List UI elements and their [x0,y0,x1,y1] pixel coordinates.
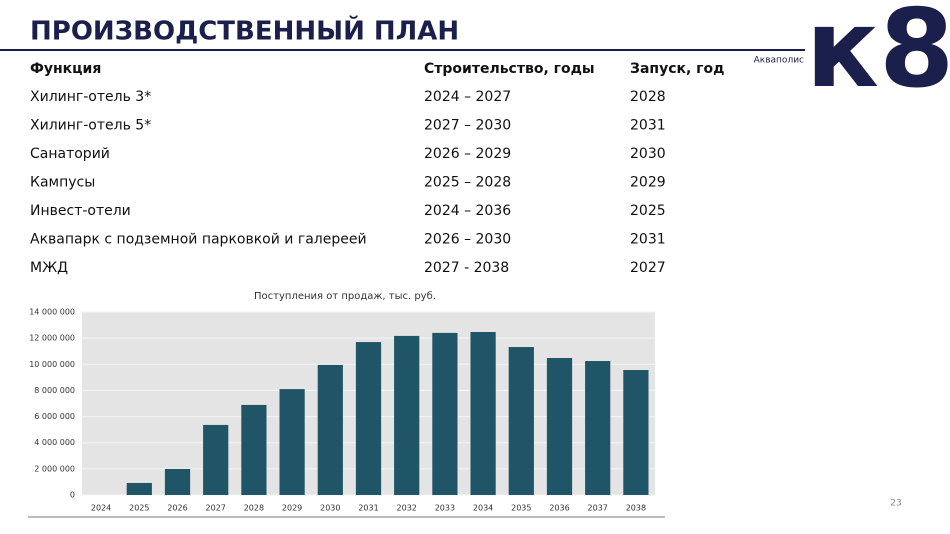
table-cell: 2025 [630,203,666,219]
y-tick-label: 0 [70,491,75,500]
y-tick-label: 10 000 000 [29,360,75,369]
table-cell: Инвест-отели [30,203,131,219]
y-tick-label: 6 000 000 [34,412,75,421]
x-tick-label: 2028 [244,504,264,513]
bar [355,342,382,495]
page-number: 23 [890,499,901,509]
slide-title: ПРОИЗВОДСТВЕННЫЙ ПЛАН [30,15,459,47]
table-cell: 2029 [630,175,666,191]
bar [279,389,305,495]
logo-brand: к8 [806,0,950,112]
x-tick-label: 2029 [282,504,302,513]
y-tick-label: 12 000 000 [29,334,75,343]
x-tick-label: 2030 [320,504,340,513]
x-tick-label: 2033 [435,504,455,513]
y-tick-label: 8 000 000 [34,386,75,395]
bar [126,482,152,495]
table-cell: 2026 – 2030 [424,232,511,248]
bar [546,358,573,495]
table-header: Функция [30,61,101,77]
table-cell: Хилинг-отель 3* [30,89,151,105]
x-tick-label: 2027 [206,504,226,513]
table-cell: 2027 – 2030 [424,118,511,134]
bar [470,331,496,495]
x-tick-label: 2031 [358,504,378,513]
table-cell: 2028 [630,89,666,105]
table-cell: 2031 [630,118,666,134]
bar [317,364,343,495]
table-cell: Аквапарк с подземной парковкой и галерее… [30,232,367,248]
x-tick-label: 2035 [511,504,531,513]
table-cell: Хилинг-отель 5* [30,118,151,134]
bar [241,404,267,495]
bar [164,468,191,495]
table-cell: 2024 – 2027 [424,89,511,105]
bar [508,347,534,495]
table-cell: 2030 [630,146,666,162]
x-tick-label: 2037 [588,504,608,513]
table-cell: МЖД [30,260,68,276]
x-tick-label: 2038 [626,504,646,513]
y-tick-label: 2 000 000 [34,464,75,473]
table-cell: Кампусы [30,175,95,191]
table-header: Запуск, год [630,61,724,77]
bar [623,370,649,495]
x-tick-label: 2024 [91,504,111,513]
table-cell: 2027 - 2038 [424,260,509,276]
table-cell: 2026 – 2029 [424,146,511,162]
table-cell: 2027 [630,260,666,276]
y-tick-label: 4 000 000 [34,438,75,447]
x-tick-label: 2026 [167,504,187,513]
bar [432,332,458,495]
table-header: Строительство, годы [424,61,595,77]
logo-caption: Акваполис [754,56,804,66]
table-cell: 2024 – 2036 [424,203,511,219]
x-tick-label: 2032 [397,504,417,513]
y-tick-label: 14 000 000 [29,308,75,317]
x-tick-label: 2034 [473,504,493,513]
chart-title: Поступления от продаж, тыс. руб. [254,291,436,302]
bar [394,335,420,495]
table-cell: 2031 [630,232,666,248]
table-cell: 2025 – 2028 [424,175,511,191]
bar [203,424,229,495]
x-tick-label: 2036 [549,504,569,513]
x-tick-label: 2025 [129,504,149,513]
bar [585,361,611,495]
table-cell: Санаторий [30,146,110,162]
